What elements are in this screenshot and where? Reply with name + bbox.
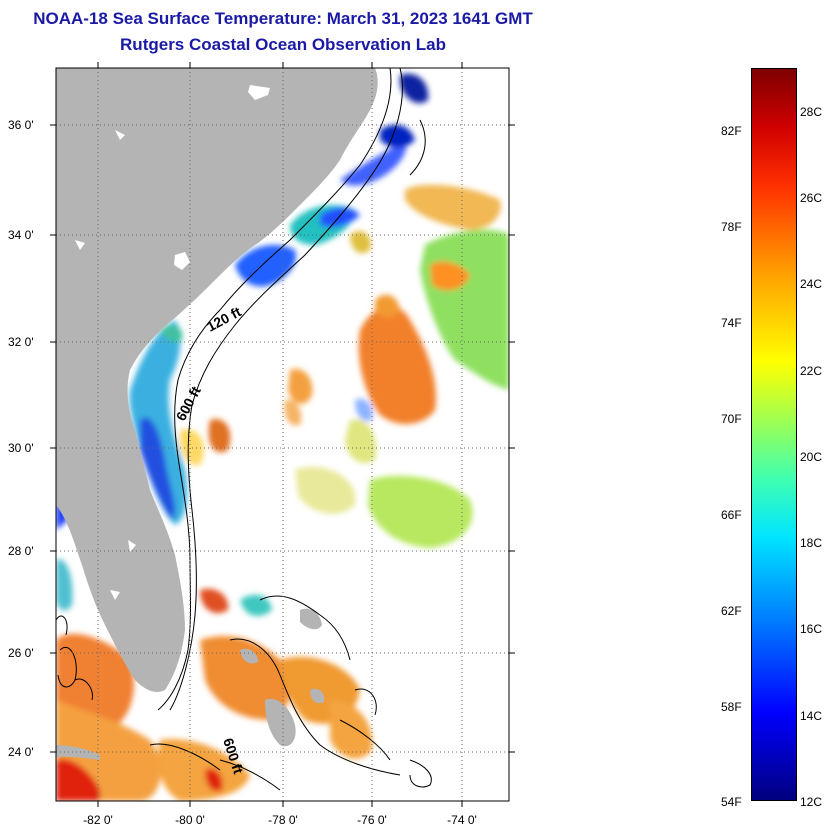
lat-label-32: 32 0' bbox=[8, 335, 34, 349]
lon-label-80: -80 0' bbox=[175, 813, 205, 827]
colorbar-label-f: 70F bbox=[721, 412, 742, 426]
lon-label-82: -82 0' bbox=[83, 813, 113, 827]
lat-label-30: 30 0' bbox=[8, 441, 34, 455]
lat-label-36: 36 0' bbox=[8, 118, 34, 132]
colorbar-label-f: 54F bbox=[721, 795, 742, 809]
sst-patches bbox=[56, 73, 509, 801]
colorbar-label-f: 78F bbox=[721, 220, 742, 234]
lat-label-24: 24 0' bbox=[8, 745, 34, 759]
lat-label-28: 28 0' bbox=[8, 544, 34, 558]
axis-ticks bbox=[50, 62, 515, 807]
colorbar-label-c: 16C bbox=[800, 622, 823, 636]
colorbar-label-c: 24C bbox=[800, 277, 823, 291]
colorbar-label-f: 66F bbox=[721, 508, 742, 522]
lat-label-34: 34 0' bbox=[8, 228, 34, 242]
colorbar-label-c: 14C bbox=[800, 709, 823, 723]
colorbar-label-c: 22C bbox=[800, 364, 823, 378]
lat-label-26: 26 0' bbox=[8, 646, 34, 660]
title-line-1: NOAA-18 Sea Surface Temperature: March 3… bbox=[33, 9, 533, 28]
lon-label-74: -74 0' bbox=[447, 813, 477, 827]
lon-label-78: -78 0' bbox=[268, 813, 298, 827]
colorbar-label-c: 18C bbox=[800, 536, 823, 550]
colorbar-label-c: 28C bbox=[800, 105, 823, 119]
colorbar-label-c: 26C bbox=[800, 191, 823, 205]
temperature-colorbar bbox=[751, 68, 797, 801]
colorbar-label-c: 20C bbox=[800, 450, 823, 464]
landmass bbox=[56, 68, 378, 760]
title-line-2: Rutgers Coastal Ocean Observation Lab bbox=[120, 35, 446, 54]
land-lakes bbox=[75, 85, 270, 600]
colorbar-label-f: 62F bbox=[721, 604, 742, 618]
colorbar-label-f: 74F bbox=[721, 316, 742, 330]
colorbar-label-f: 58F bbox=[721, 700, 742, 714]
colorbar-label-f: 82F bbox=[721, 124, 742, 138]
colorbar-label-c: 12C bbox=[800, 795, 823, 809]
lon-label-76: -76 0' bbox=[357, 813, 387, 827]
